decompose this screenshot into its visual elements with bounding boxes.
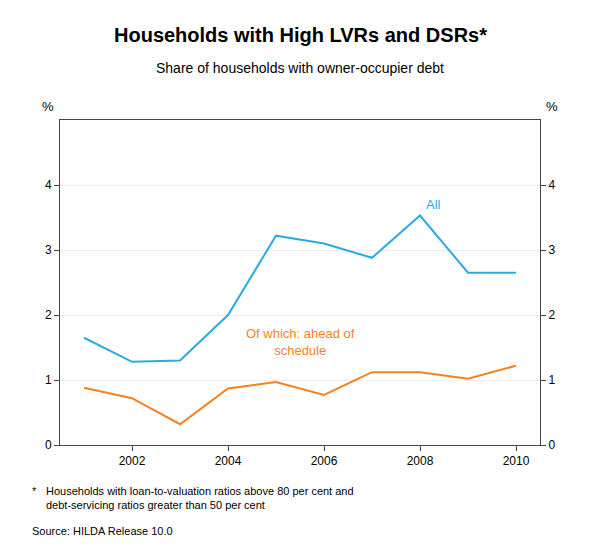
svg-text:2: 2 [45, 308, 52, 322]
svg-text:Share of households with owner: Share of households with owner-occupier … [156, 60, 444, 76]
svg-text:%: % [42, 99, 54, 114]
svg-text:4: 4 [548, 178, 555, 192]
svg-text:1: 1 [548, 373, 555, 387]
svg-text:All: All [426, 197, 441, 212]
svg-text:*: * [32, 485, 37, 497]
svg-text:3: 3 [45, 243, 52, 257]
svg-text:0: 0 [45, 438, 52, 452]
svg-text:2: 2 [548, 308, 555, 322]
svg-text:Households with High LVRs and: Households with High LVRs and DSRs* [114, 24, 487, 46]
svg-text:Source: HILDA Release 10.0: Source: HILDA Release 10.0 [32, 525, 173, 537]
svg-text:2002: 2002 [119, 454, 146, 468]
svg-text:%: % [546, 99, 558, 114]
svg-text:0: 0 [548, 438, 555, 452]
svg-text:2004: 2004 [215, 454, 242, 468]
svg-text:3: 3 [548, 243, 555, 257]
svg-text:Of which: ahead ofschedule: Of which: ahead ofschedule [246, 326, 355, 358]
svg-text:2008: 2008 [407, 454, 434, 468]
svg-text:4: 4 [45, 178, 52, 192]
svg-text:2006: 2006 [311, 454, 338, 468]
svg-text:2010: 2010 [503, 454, 530, 468]
svg-text:1: 1 [45, 373, 52, 387]
svg-text:Households with loan-to-valuat: Households with loan-to-valuation ratios… [46, 485, 354, 511]
